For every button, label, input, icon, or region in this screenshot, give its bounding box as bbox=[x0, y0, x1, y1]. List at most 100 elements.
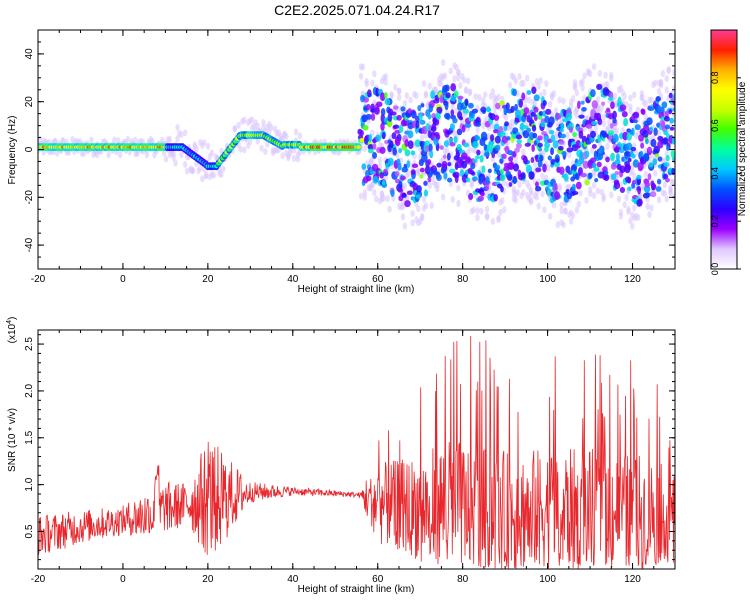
spectrogram-cell bbox=[420, 103, 425, 108]
spectrogram-halo bbox=[567, 151, 572, 159]
spectrogram-cell bbox=[406, 190, 413, 196]
spectrogram-cell bbox=[480, 191, 485, 197]
spectrogram-cell bbox=[651, 183, 657, 190]
spectrogram-halo bbox=[595, 187, 601, 195]
spectrogram-halo bbox=[161, 149, 167, 157]
spectrogram-cell bbox=[419, 167, 425, 173]
spectrogram-cell bbox=[612, 110, 617, 120]
spectrogram-x-tick-label: 60 bbox=[372, 274, 384, 285]
snr-y-tick-label: 1.5 bbox=[24, 430, 35, 444]
spectrogram-cell bbox=[508, 182, 513, 187]
spectrogram-cell bbox=[671, 135, 675, 145]
spectrogram-cell bbox=[416, 185, 422, 193]
spectrogram-halo bbox=[89, 136, 94, 144]
spectrogram-halo bbox=[456, 69, 461, 77]
spectrogram-cell bbox=[372, 176, 379, 184]
spectrogram-cell bbox=[528, 171, 535, 180]
spectrogram-halo bbox=[534, 193, 539, 201]
spectrogram-halo bbox=[624, 194, 629, 202]
spectrogram-cell bbox=[590, 157, 597, 164]
spectrogram-halo bbox=[557, 96, 562, 104]
spectrogram-cell bbox=[650, 138, 657, 148]
spectrogram-cell bbox=[572, 132, 578, 138]
spectrogram-halo bbox=[603, 71, 608, 79]
spectrogram-halo bbox=[559, 201, 564, 209]
spectrogram-halo bbox=[563, 207, 568, 215]
colorbar-label: Normalized spectral amplitude bbox=[737, 81, 748, 216]
spectrogram-halo bbox=[517, 72, 522, 80]
spectrogram-halo bbox=[221, 165, 226, 173]
spectrogram-cell bbox=[549, 130, 555, 135]
spectrogram-cell bbox=[553, 191, 561, 200]
spectrogram-cell bbox=[394, 138, 401, 147]
spectrogram-halo bbox=[576, 200, 582, 208]
spectrogram-halo bbox=[427, 182, 432, 190]
spectrogram-halo bbox=[536, 202, 541, 210]
spectrogram-halo bbox=[440, 59, 446, 67]
spectrogram-halo bbox=[414, 92, 419, 100]
spectrogram-cell bbox=[391, 132, 397, 140]
spectrogram-halo bbox=[502, 206, 507, 214]
spectrogram-cell bbox=[613, 181, 621, 190]
spectrogram-cell bbox=[381, 179, 386, 186]
spectrogram-cell bbox=[393, 105, 399, 110]
spectrogram-halo bbox=[106, 151, 111, 159]
spectrogram-cell bbox=[591, 144, 597, 149]
spectrogram-cell bbox=[588, 172, 593, 179]
spectrogram-halo bbox=[456, 184, 461, 192]
spectrogram-cell bbox=[665, 154, 670, 162]
spectrogram-cell bbox=[389, 140, 394, 149]
spectrogram-x-ticks: -20 0 20 40 60 80 100 120 bbox=[31, 30, 676, 285]
spectrogram-cell bbox=[612, 133, 619, 143]
spectrogram-cell bbox=[432, 118, 440, 126]
spectrogram-halo bbox=[117, 151, 123, 159]
spectrogram-halo bbox=[628, 217, 633, 225]
spectrogram-halo bbox=[175, 135, 180, 143]
spectrogram-cell bbox=[640, 108, 646, 116]
spectrogram-halo bbox=[574, 111, 580, 119]
spectrogram-halo bbox=[589, 147, 595, 155]
spectrogram-halo bbox=[612, 92, 618, 100]
spectrogram-cell bbox=[655, 96, 661, 102]
spectrogram-cell bbox=[610, 173, 617, 181]
spectrogram-cell bbox=[647, 147, 652, 152]
spectrogram-cell bbox=[578, 114, 585, 119]
spectrogram-cell bbox=[390, 189, 395, 197]
spectrogram-halo bbox=[662, 189, 668, 197]
spectrogram-cell bbox=[568, 126, 573, 134]
spectrogram-halo bbox=[471, 206, 476, 214]
spectrogram-cell bbox=[531, 125, 537, 132]
spectrogram-halo bbox=[456, 200, 461, 208]
spectrogram-cell bbox=[404, 149, 411, 157]
spectrogram-halo bbox=[622, 92, 627, 100]
spectrogram-halo bbox=[574, 89, 580, 97]
spectrogram-halo bbox=[498, 208, 503, 216]
spectrogram-cell bbox=[504, 121, 509, 127]
spectrogram-cell bbox=[614, 170, 620, 175]
spectrogram-halo bbox=[60, 137, 66, 145]
spectrogram-cell bbox=[361, 163, 367, 170]
spectrogram-halo bbox=[557, 182, 562, 190]
spectrogram-halo bbox=[605, 143, 610, 151]
spectrogram-cell bbox=[539, 154, 544, 162]
spectrogram-cell bbox=[557, 145, 564, 151]
spectrogram-cell bbox=[500, 168, 505, 175]
spectrogram-cell bbox=[367, 148, 374, 154]
spectrogram-cell bbox=[376, 101, 383, 108]
spectrogram-cell bbox=[531, 86, 537, 95]
spectrogram-cell bbox=[601, 101, 606, 106]
spectrogram-cell bbox=[407, 130, 414, 139]
spectrogram-cell bbox=[436, 106, 443, 114]
spectrogram-cell bbox=[528, 132, 535, 141]
spectrogram-halo bbox=[448, 67, 453, 75]
spectrogram-cell bbox=[379, 146, 386, 154]
spectrogram-cell bbox=[423, 189, 429, 197]
spectrogram-halo bbox=[630, 222, 635, 230]
spectrogram-cell bbox=[436, 174, 442, 181]
spectrogram-halo bbox=[584, 196, 589, 204]
spectrogram-halo bbox=[435, 181, 440, 189]
spectrogram-x-tick-label: -20 bbox=[31, 274, 46, 285]
chart-title: C2E2.2025.071.04.24.R17 bbox=[274, 2, 440, 18]
spectrogram-cell bbox=[550, 134, 556, 143]
spectrogram-cell bbox=[372, 143, 377, 150]
